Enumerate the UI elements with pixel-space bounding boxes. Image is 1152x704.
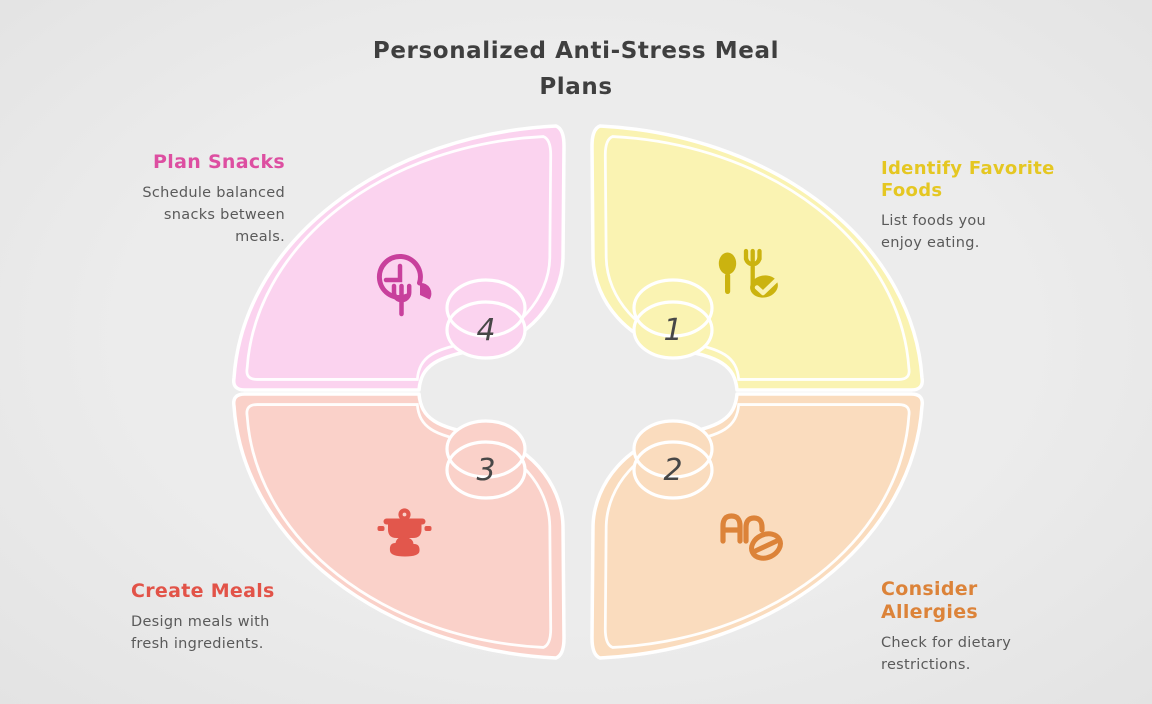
step-description: List foods you enjoy eating. — [881, 212, 987, 251]
quadrant-shape — [590, 124, 925, 392]
quadrant-identify-favorite-foods: 1 — [590, 124, 925, 392]
quadrant-inner-line — [245, 403, 553, 649]
step-description: Design meals with fresh ingredients. — [131, 614, 270, 652]
step-label-plan-snacks: Plan Snacks Schedule balanced snacks bet… — [135, 151, 285, 248]
step-node-outline — [445, 440, 527, 500]
step-number: 1 — [663, 313, 682, 348]
step-node-fill — [634, 302, 712, 358]
page-title: Personalized Anti-Stress Meal Plans — [326, 34, 826, 105]
step-label-create-meals: Create Meals Design meals with fresh ing… — [131, 580, 301, 656]
step-node-outline — [632, 300, 714, 360]
step-node-outline — [632, 278, 714, 338]
step-heading: Plan Snacks — [153, 151, 285, 173]
meal-clock-icon — [376, 254, 432, 317]
page-title-line2: Plans — [539, 73, 613, 100]
step-node-outline — [632, 419, 714, 479]
step-label-identify-favorite-foods: Identify Favorite Foods List foods you e… — [881, 158, 1081, 254]
step-number: 3 — [476, 453, 495, 488]
quadrant-inner-line — [603, 135, 911, 381]
step-number: 4 — [476, 313, 495, 348]
step-description: Check for dietary restrictions. — [881, 635, 1012, 674]
step-node-outline — [632, 440, 714, 500]
step-node-outline — [445, 419, 527, 479]
step-description: Schedule balanced snacks between meals. — [142, 185, 285, 245]
quadrant-plan-snacks: 4 — [231, 124, 566, 392]
page-title-line1: Personalized Anti-Stress Meal — [372, 38, 780, 64]
step-node-outline — [445, 300, 527, 360]
step-heading: Create Meals — [131, 580, 275, 602]
quadrant-create-meals: 3 — [231, 392, 566, 660]
step-number: 2 — [663, 453, 682, 488]
step-node-fill — [447, 302, 525, 358]
quadrant-consider-allergies: 2 — [590, 392, 925, 660]
quadrant-inner-line — [245, 135, 553, 381]
step-heading: Consider Allergies — [881, 578, 978, 624]
step-node-outline — [445, 278, 527, 338]
step-node-fill — [634, 442, 712, 498]
cutlery-check-icon — [718, 248, 778, 298]
step-label-consider-allergies: Consider Allergies Check for dietary res… — [881, 578, 1041, 677]
quadrant-inner-line — [603, 403, 911, 649]
step-heading: Identify Favorite Foods — [881, 158, 1055, 201]
cooking-pot-icon — [377, 508, 432, 557]
step-node-fill — [447, 442, 525, 498]
allergen-ban-icon — [720, 513, 783, 561]
